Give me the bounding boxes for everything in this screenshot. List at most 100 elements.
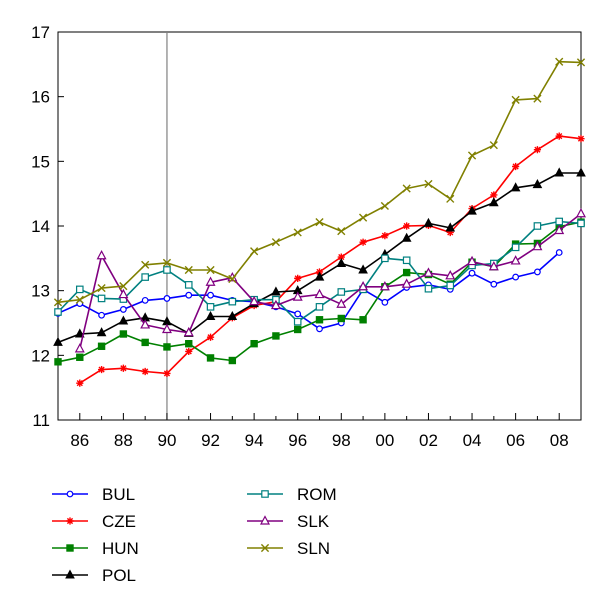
data-point-pol [53,336,63,346]
data-point-rom [381,254,389,263]
data-point-sln [271,238,281,247]
legend-label: BUL [102,485,135,504]
x-tick-label: 98 [332,431,351,450]
data-point-sln [380,201,389,211]
data-point-sln [293,228,302,237]
legend-label: POL [102,566,136,585]
data-point-bul [490,280,498,288]
data-point-hun [163,343,171,351]
y-tick-label: 16 [31,88,50,107]
data-point-sln [467,151,477,160]
data-point-pol [467,205,477,215]
data-point-sln [576,58,586,67]
data-point-sln [141,260,150,269]
data-point-pol [74,328,85,338]
series-layer [53,57,586,387]
data-point-slk [379,281,390,291]
data-point-sln [97,283,106,293]
data-point-cze [185,347,193,356]
x-tick-label: 92 [201,431,220,450]
data-point-slk [140,319,151,329]
data-point-hun [141,338,149,347]
data-point-cze [76,379,84,387]
data-point-bul [294,310,302,318]
data-point-pol [314,271,325,281]
data-point-hun [402,268,411,277]
data-point-sln [119,282,128,291]
data-point-slk [532,240,543,251]
x-tick-label: 06 [506,431,525,450]
legend-marker [66,517,74,525]
data-point-sln [53,298,63,307]
x-tick-label: 94 [245,431,264,450]
series-slk [74,207,586,353]
data-point-pol [358,264,368,274]
data-point-rom [555,217,564,226]
data-point-hun [54,358,62,366]
data-point-bul [316,325,323,333]
data-point-hun [76,353,84,361]
data-point-pol [532,179,543,189]
legend-label: HUN [102,539,139,558]
data-point-cze [381,232,389,240]
data-point-slk [510,255,521,265]
series-cze [76,132,585,387]
series-bul [54,249,563,333]
data-point-slk [270,299,281,310]
data-point-sln [424,179,433,189]
legend-marker [66,544,74,552]
data-point-rom [206,303,215,311]
data-point-slk [467,255,478,266]
data-point-pol [118,315,129,325]
data-point-slk [205,276,216,286]
data-point-slk [401,278,412,288]
data-point-slk [358,281,369,291]
data-point-cze [490,191,498,199]
legend-item-rom: ROM [247,485,337,504]
data-point-cze [533,146,542,154]
series-line-cze [79,135,582,384]
data-point-cze [206,333,215,341]
data-point-pol [445,222,456,232]
data-point-bul [98,311,105,319]
data-point-pol [401,232,412,242]
data-point-slk [118,288,129,299]
data-point-pol [205,310,216,321]
data-point-bul [76,300,84,308]
data-point-slk [249,295,260,306]
series-line-sln [57,60,582,304]
data-point-pol [510,182,521,192]
legend-marker [65,569,75,579]
data-point-hun [272,332,280,340]
data-point-hun [359,316,367,324]
data-point-cze [446,228,454,237]
data-point-bul [381,298,389,306]
data-point-sln [511,95,520,104]
data-point-rom [337,288,346,296]
data-point-rom [228,297,237,306]
legend-item-pol: POL [52,566,136,585]
data-point-rom [163,266,171,274]
data-point-hun [119,330,128,338]
data-point-cze [294,274,302,282]
legend-label: CZE [102,512,136,531]
data-point-pol [576,167,586,177]
data-point-rom [184,281,193,289]
data-point-slk [445,270,456,280]
data-point-rom [402,256,411,265]
data-point-slk [423,267,434,277]
data-point-sln [315,218,324,227]
y-tick-label: 11 [32,411,50,430]
data-point-cze [555,132,563,140]
data-point-slk [74,343,85,353]
x-tick-label: 04 [463,431,482,450]
legend: BUL CZE HUN POL ROM SLK SLN [52,485,337,585]
legend-label: SLN [297,539,330,558]
data-point-hun [228,356,237,365]
data-point-pol [271,286,281,296]
y-tick-label: 12 [31,346,50,365]
data-point-bul [555,249,563,256]
data-point-hun [185,339,193,348]
data-point-hun [315,316,324,324]
data-point-pol [227,310,238,321]
